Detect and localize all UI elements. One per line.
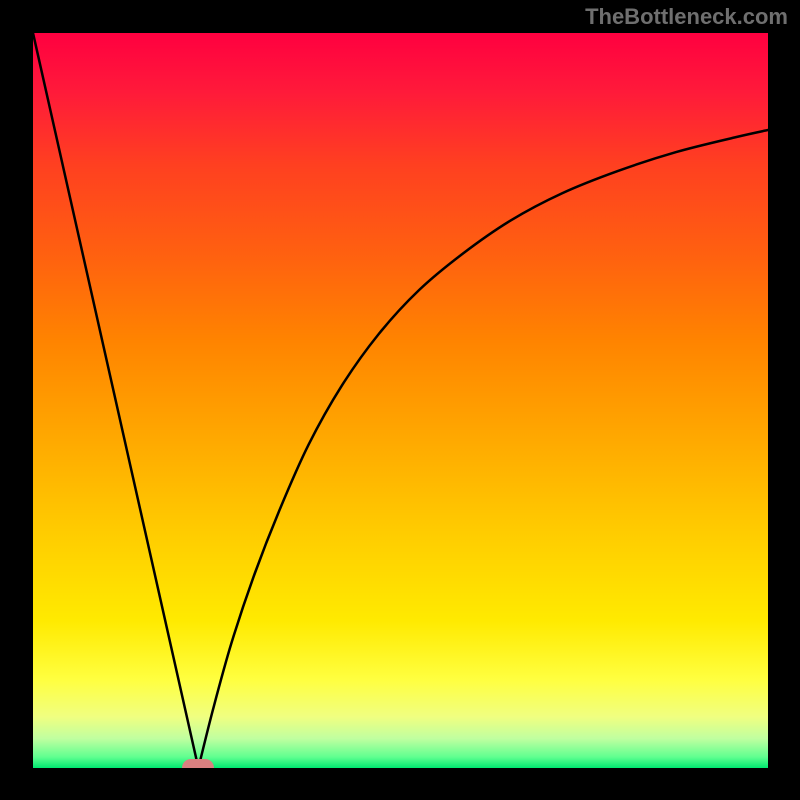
bottleneck-curve-path (33, 33, 768, 768)
minimum-marker (182, 759, 214, 768)
watermark-text: TheBottleneck.com (585, 4, 788, 30)
bottleneck-curve-svg (33, 33, 768, 768)
plot-area (33, 33, 768, 768)
